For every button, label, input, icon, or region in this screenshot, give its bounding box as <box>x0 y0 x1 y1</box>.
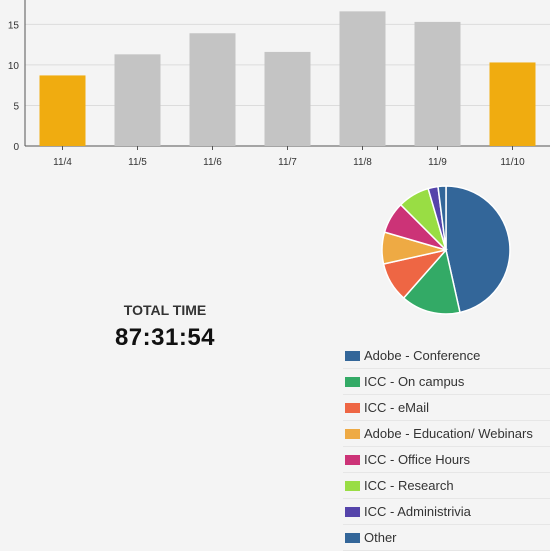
x-tick-label: 11/4 <box>53 157 72 168</box>
total-time-value: 87:31:54 <box>114 324 216 351</box>
legend-item[interactable]: Adobe - Education/ Webinars <box>343 421 550 447</box>
y-tick-label: 10 <box>8 61 20 72</box>
legend-item[interactable]: ICC - Research <box>343 473 550 499</box>
pie-legend: Adobe - Conference ICC - On campus ICC - e… <box>343 343 550 551</box>
y-tick-label: 0 <box>13 142 19 153</box>
daily-bar-chart: 0 5 10 15 11/4 11/5 11/6 11/7 11/8 11/9 11/10 <box>8 0 550 168</box>
legend-item[interactable]: Other <box>343 525 550 551</box>
bar-11-4[interactable] <box>39 75 86 146</box>
x-tick-label: 11/10 <box>500 157 525 168</box>
legend-swatch <box>345 428 360 439</box>
bar-11-9[interactable] <box>414 21 461 146</box>
pie-slice-1[interactable] <box>402 248 461 315</box>
pie-slice-7[interactable] <box>437 185 447 251</box>
bar-11-6[interactable] <box>189 33 236 146</box>
legend-label: Other <box>364 530 397 545</box>
legend-swatch <box>345 402 360 413</box>
legend-label: ICC - On campus <box>364 374 465 389</box>
bar-11-10[interactable] <box>489 62 536 147</box>
legend-swatch <box>345 506 360 517</box>
x-tick-label: 11/5 <box>128 157 147 168</box>
legend-item[interactable]: Adobe - Conference <box>343 343 550 369</box>
y-tick-label: 15 <box>8 20 20 31</box>
legend-label: ICC - eMail <box>364 400 430 415</box>
bar-11-5[interactable] <box>114 54 161 146</box>
legend-swatch <box>345 454 360 465</box>
category-pie-chart <box>381 185 511 315</box>
x-tick-label: 11/8 <box>353 157 372 168</box>
legend-label: ICC - Administrivia <box>364 504 471 519</box>
total-time-label: TOTAL TIME <box>123 302 207 318</box>
legend-item[interactable]: ICC - Office Hours <box>343 447 550 473</box>
bar-11-8[interactable] <box>339 11 386 146</box>
bar-11-7[interactable] <box>264 51 311 146</box>
x-tick-label: 11/9 <box>428 157 447 168</box>
legend-label: ICC - Research <box>364 478 454 493</box>
legend-swatch <box>345 376 360 387</box>
legend-item[interactable]: ICC - On campus <box>343 369 550 395</box>
legend-item[interactable]: ICC - eMail <box>343 395 550 421</box>
legend-label: ICC - Office Hours <box>364 452 470 467</box>
legend-item[interactable]: ICC - Administrivia <box>343 499 550 525</box>
legend-swatch <box>345 480 360 491</box>
y-tick-label: 5 <box>13 101 19 112</box>
legend-swatch <box>345 532 360 543</box>
pie-slice-0[interactable] <box>445 185 511 314</box>
legend-swatch <box>345 350 360 361</box>
legend-label: Adobe - Education/ Webinars <box>364 426 533 441</box>
x-tick-label: 11/6 <box>203 157 222 168</box>
x-tick-label: 11/7 <box>278 157 297 168</box>
legend-label: Adobe - Conference <box>364 348 481 363</box>
